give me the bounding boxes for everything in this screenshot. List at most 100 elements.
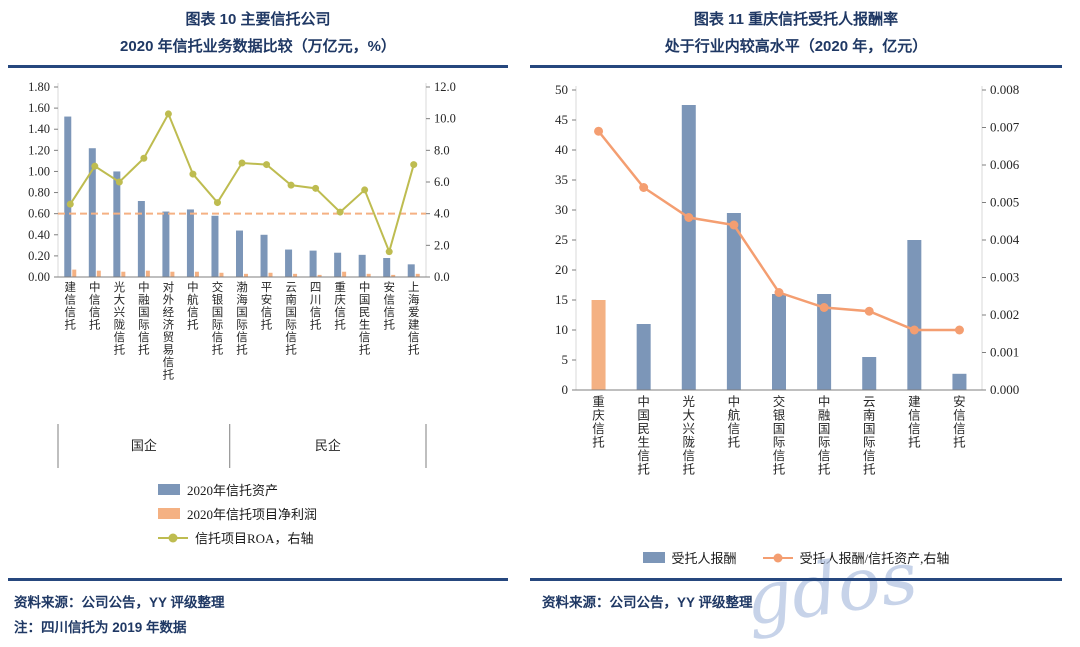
bar — [121, 271, 126, 277]
bar — [219, 272, 224, 277]
right-axis-label: 0.002 — [990, 307, 1019, 322]
bar — [334, 252, 342, 277]
category-label: 云南国际信托 — [285, 282, 297, 357]
left-axis-label: 1.60 — [28, 101, 50, 115]
bar — [88, 148, 96, 277]
line-marker — [774, 288, 784, 297]
bar — [391, 274, 396, 277]
legend-label-remuneration: 受托人报酬 — [671, 551, 737, 566]
legend-label-trust-assets: 2020年信托资产 — [187, 483, 279, 498]
line-marker — [213, 199, 221, 207]
category-label: 交银国际信托 — [212, 280, 224, 357]
right-axis-label: 0.008 — [990, 82, 1019, 97]
category-label: 渤海国际信托 — [236, 281, 248, 357]
left-axis-label: 0.40 — [28, 228, 50, 242]
line-marker — [819, 303, 829, 312]
category-label: 对外经济贸易信托 — [163, 280, 175, 382]
bar — [194, 271, 199, 277]
bar — [636, 324, 651, 390]
bar — [268, 272, 273, 277]
category-label: 交银国际信托 — [773, 394, 786, 477]
bar — [162, 211, 170, 277]
group-label: 国企 — [131, 438, 157, 453]
right-chart-svg: 0 5 10 15 20 25 30 35 40 45 50 0.000 0.001 0.002 0.003… — [555, 82, 1020, 477]
line-marker — [287, 181, 295, 189]
right-source-note: 资料来源：公司公告，YY 评级整理 — [542, 595, 753, 610]
bar — [96, 270, 101, 277]
left-source-note: 资料来源：公司公告，YY 评级整理 — [14, 595, 225, 610]
left-axis-label: 0.00 — [28, 270, 50, 284]
bar — [72, 269, 77, 277]
line-marker — [336, 208, 344, 216]
right-axis-label: 4.0 — [434, 207, 450, 221]
right-axis-label: 0.001 — [990, 345, 1019, 360]
category-label: 中航信托 — [187, 281, 199, 332]
category-label: 中融国际信托 — [818, 394, 831, 477]
left-chart-title-line1: 图表 10 主要信托公司 — [185, 11, 331, 28]
category-label: 光大兴陇信托 — [683, 395, 696, 477]
bar — [64, 116, 72, 277]
bar — [342, 271, 347, 277]
right-axis-label: 12.0 — [434, 80, 456, 94]
category-label: 建信信托 — [908, 395, 921, 450]
left-chart-svg: 0.00 0.20 0.40 0.60 0.80 1.00 1.20 1.40 1.60 1.80… — [28, 80, 456, 468]
line-marker — [385, 248, 393, 256]
bar — [260, 234, 268, 277]
left-axis-label: 15 — [555, 292, 568, 307]
left-axis-label: 10 — [555, 322, 568, 337]
line-marker — [410, 161, 418, 169]
bar — [186, 209, 194, 277]
line-marker — [189, 170, 197, 178]
bar — [211, 215, 219, 277]
line-marker — [91, 162, 99, 170]
category-label: 光大兴陇信托 — [114, 280, 126, 357]
bar — [358, 254, 366, 277]
right-title-rule — [530, 65, 1062, 68]
category-label: 安信信托 — [383, 280, 395, 332]
footer-rule-left — [8, 578, 508, 581]
footer-rule-right — [530, 578, 1062, 581]
legend-label-ratio: 受托人报酬/信托资产,右轴 — [799, 551, 950, 566]
right-axis-label: 0.006 — [990, 157, 1020, 172]
legend-item-remuneration: 受托人报酬 — [642, 548, 737, 567]
left-title-rule — [8, 65, 508, 68]
line-marker — [164, 110, 172, 118]
line-marker — [954, 325, 964, 335]
bar — [170, 271, 175, 277]
bar — [952, 373, 967, 390]
right-chart-title-line2: 处于行业内较高水平（2020 年，亿元） — [664, 38, 928, 55]
bar — [137, 201, 145, 277]
right-axis-label: 0.003 — [990, 270, 1019, 285]
category-label: 重庆信托 — [592, 394, 605, 450]
bar — [407, 264, 415, 277]
left-axis-label: 30 — [555, 202, 568, 217]
category-label: 建信信托 — [65, 280, 77, 332]
legend-line-roa — [158, 533, 188, 542]
bar — [772, 294, 786, 390]
line-marker — [140, 154, 148, 162]
legend-swatch-trust-assets — [158, 484, 180, 495]
bar — [726, 213, 741, 390]
left-axis-label: 5 — [562, 352, 569, 367]
category-label: 中融国际信托 — [138, 281, 150, 357]
left-axis-label: 1.20 — [28, 143, 50, 157]
line-marker — [361, 186, 369, 194]
bar — [244, 273, 248, 277]
line-marker — [238, 159, 246, 167]
legend-item-trust-assets: 2020年信托资产 — [158, 480, 508, 499]
right-axis-label: 0.005 — [990, 195, 1019, 210]
right-axis-label: 0.0 — [434, 270, 450, 284]
legend-marker-dot — [168, 533, 178, 542]
right-axis-label: 0.007 — [990, 120, 1020, 135]
left-chart-title-line2: 2020 年信托业务数据比较（万亿元，%） — [120, 38, 396, 55]
left-axis-label: 40 — [555, 142, 568, 157]
category-label: 中航信托 — [728, 394, 741, 450]
bar — [145, 270, 150, 277]
bar — [113, 171, 121, 277]
category-label: 安信信托 — [953, 394, 966, 450]
left-axis-label: 1.40 — [28, 122, 50, 136]
bar — [383, 258, 391, 277]
left-axis-label: 0.20 — [28, 249, 50, 263]
line-marker — [639, 183, 649, 192]
